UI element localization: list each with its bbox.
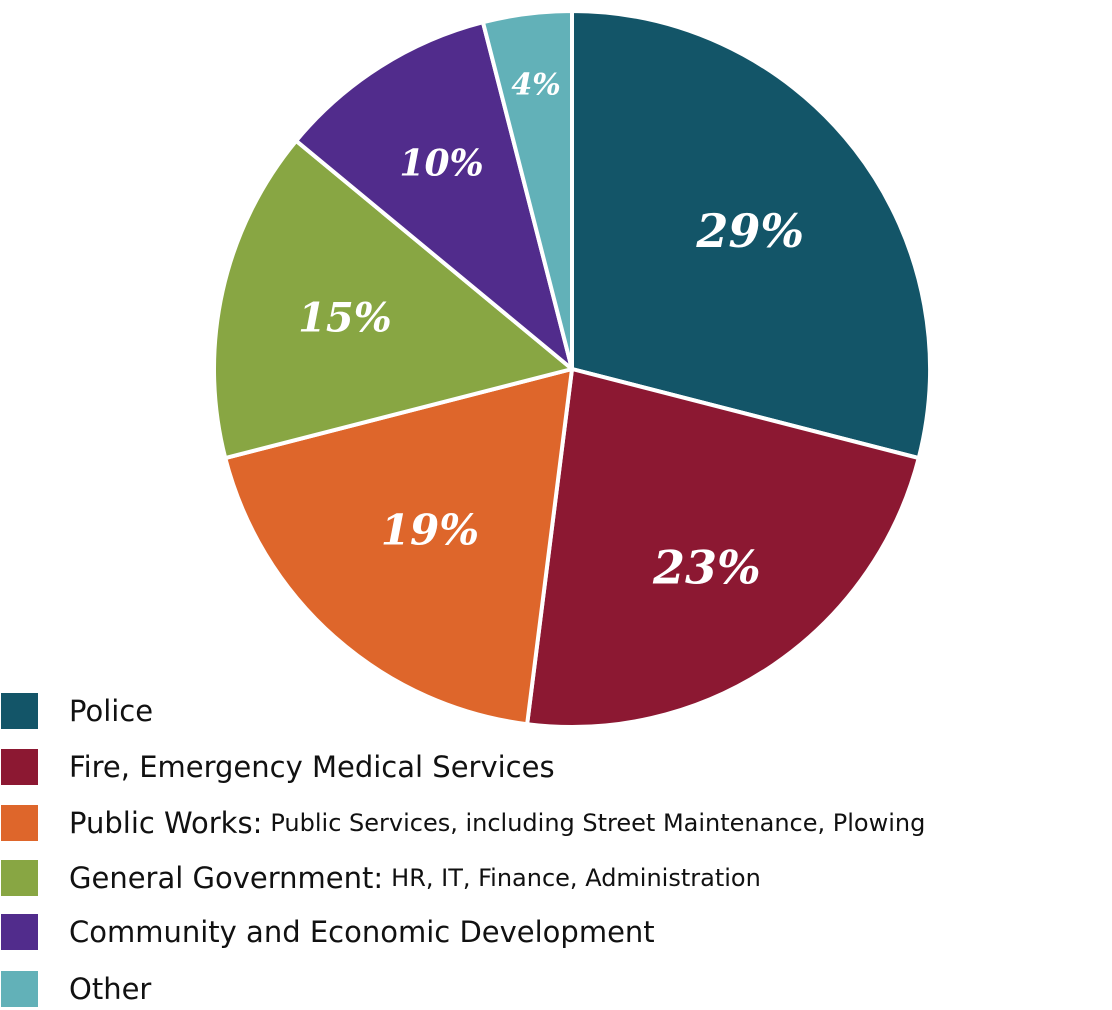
legend-item: Police xyxy=(0,691,153,731)
pie-slice-community-and-economic-development xyxy=(294,20,574,371)
pie-slice-general-government xyxy=(212,138,574,461)
legend-label: Other xyxy=(69,972,152,1006)
legend-item: Other xyxy=(0,969,151,1009)
legend-swatch xyxy=(1,860,38,896)
legend-label: Public Works: xyxy=(69,806,263,840)
legend-label: Fire, Emergency Medical Services xyxy=(69,750,555,784)
legend-swatch xyxy=(1,805,38,841)
slice-value-label: 19% xyxy=(381,506,479,555)
legend-detail: Public Services, including Street Mainte… xyxy=(270,809,926,837)
slice-value-label: 4% xyxy=(511,67,560,102)
slice-value-label: 23% xyxy=(652,540,761,594)
legend-swatch xyxy=(1,749,38,785)
pie-slice-public-works xyxy=(223,367,574,727)
legend-item: General Government: HR, IT, Finance, Admi… xyxy=(0,858,761,898)
pie-slices xyxy=(212,9,932,729)
legend-detail: HR, IT, Finance, Administration xyxy=(391,864,761,892)
pie-slice-labels: 29% 23% 19% 15% 10% 4% xyxy=(298,67,804,594)
legend-swatch xyxy=(1,914,38,950)
legend-item: Fire, Emergency Medical Services xyxy=(0,747,555,787)
pie-slice-fire-emergency-medical-services xyxy=(525,367,921,729)
pie-slice-police xyxy=(570,9,932,461)
pie-slice-other xyxy=(480,9,574,371)
legend-swatch xyxy=(1,971,38,1007)
slice-value-label: 10% xyxy=(399,142,483,184)
pie-chart: 29% 23% 19% 15% 10% 4% xyxy=(212,9,932,729)
legend-item: Public Works: Public Services, including … xyxy=(0,803,925,843)
legend-swatch xyxy=(1,693,38,729)
legend-label: Police xyxy=(69,694,154,728)
legend-label: General Government: xyxy=(69,861,384,895)
legend-item: Community and Economic Development xyxy=(0,912,655,952)
slice-value-label: 15% xyxy=(298,295,392,342)
legend-label: Community and Economic Development xyxy=(69,915,655,949)
slice-value-label: 29% xyxy=(695,204,804,258)
